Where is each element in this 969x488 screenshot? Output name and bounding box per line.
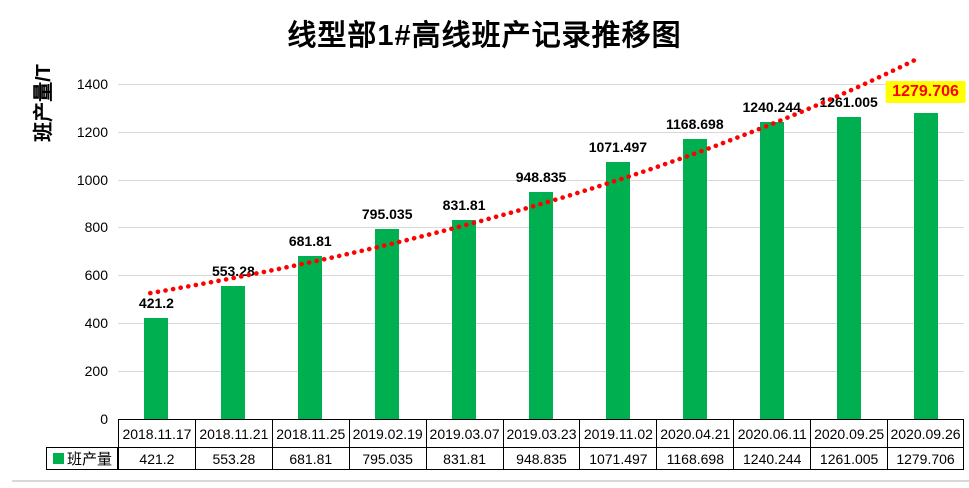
bar-value-label: 1168.698 <box>666 116 724 133</box>
bar-value-label: 421.2 <box>138 295 174 312</box>
bar <box>144 318 169 419</box>
bar-value-label: 1240.244 <box>742 98 801 115</box>
table-date-cell: 2018.11.17 <box>118 419 195 447</box>
table-value-cell: 1261.005 <box>810 447 888 470</box>
chart-title: 线型部1#高线班产记录推移图 <box>287 20 682 52</box>
table-date-cell: 2019.02.19 <box>348 419 426 447</box>
table-value-cell: 1071.497 <box>579 447 657 470</box>
table-date-cell: 2018.11.21 <box>194 419 272 447</box>
bar <box>759 121 784 419</box>
bar-value-label: 1279.706 <box>885 80 966 103</box>
table-value-cell: 421.2 <box>118 447 195 470</box>
table-date-cell: 2019.03.23 <box>502 419 580 447</box>
y-tick-label: 200 <box>84 363 108 380</box>
table-date-cell: 2019.03.07 <box>425 419 503 447</box>
table-value-cell: 1168.698 <box>656 447 734 470</box>
table-value-cell: 948.835 <box>502 447 580 470</box>
legend-marker-icon <box>53 453 64 464</box>
bar-value-label: 1071.497 <box>588 139 648 156</box>
bar-value-label: 948.835 <box>515 168 567 185</box>
y-tick-label: 800 <box>84 219 108 236</box>
table-value-cell: 553.28 <box>194 447 272 470</box>
table-date-cell: 2020.09.25 <box>810 419 888 447</box>
bar-value-label: 553.28 <box>211 263 255 280</box>
bar <box>221 286 246 419</box>
table-date-cell: 2020.06.11 <box>733 419 811 447</box>
table-date-cell: 2018.11.25 <box>271 419 349 447</box>
y-tick-label: 1200 <box>76 123 108 140</box>
y-tick-label: 1000 <box>76 171 108 188</box>
bar <box>913 112 938 419</box>
bar-value-label: 1261.005 <box>819 93 878 110</box>
bar-value-label: 681.81 <box>288 232 332 249</box>
bottom-divider <box>12 480 969 482</box>
table-value-cell: 831.81 <box>425 447 503 470</box>
bar-value-label: 795.035 <box>361 205 413 222</box>
bar <box>375 228 400 419</box>
table-value-cell: 681.81 <box>271 447 349 470</box>
table-value-cell: 1279.706 <box>887 447 964 470</box>
y-tick-label: 1400 <box>76 75 108 92</box>
gridline <box>118 83 964 85</box>
table-date-cell: 2019.11.02 <box>579 419 657 447</box>
bar <box>682 139 707 419</box>
bar <box>605 162 630 419</box>
bar <box>298 255 323 419</box>
y-tick-label: 600 <box>84 267 108 284</box>
table-value-cell: 1240.244 <box>733 447 811 470</box>
y-axis-title: 班产量/T <box>33 64 55 142</box>
bar-value-label: 831.81 <box>442 196 486 213</box>
bar <box>529 191 553 419</box>
table-date-cell: 2020.04.21 <box>656 419 734 447</box>
table-value-cell: 795.035 <box>348 447 426 470</box>
legend-cell: 班产量 <box>46 447 118 470</box>
y-tick-label: 400 <box>84 315 108 332</box>
y-tick-label: 0 <box>100 411 108 427</box>
legend-label: 班产量 <box>67 451 113 468</box>
table-date-cell: 2020.09.26 <box>887 419 964 447</box>
bar <box>836 116 861 419</box>
bar <box>452 219 477 419</box>
